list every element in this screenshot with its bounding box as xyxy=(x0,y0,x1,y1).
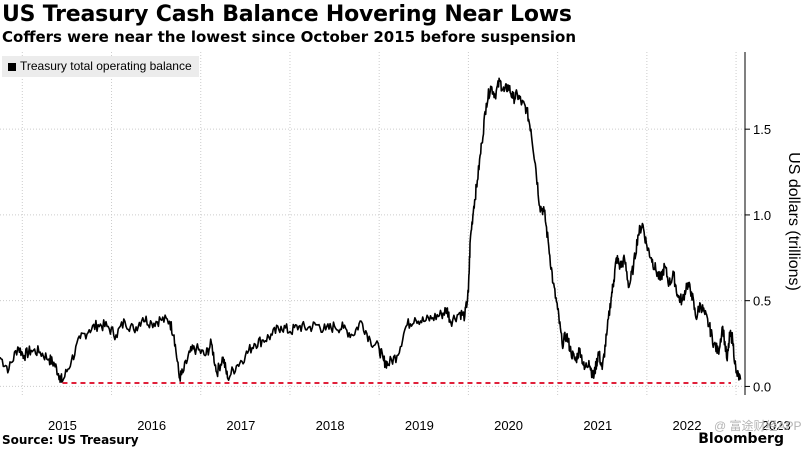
x-tick-label: 2019 xyxy=(405,418,434,433)
x-tick-label: 2015 xyxy=(48,418,77,433)
x-tick-label: 2016 xyxy=(137,418,166,433)
x-tick-label: 2022 xyxy=(673,418,702,433)
grid-lines xyxy=(0,52,745,395)
source-note: Source: US Treasury xyxy=(2,433,139,447)
y-axis-label: US dollars (trillions) xyxy=(785,152,802,291)
y-tick-label: 1.5 xyxy=(753,122,771,137)
x-tick-label: 2018 xyxy=(316,418,345,433)
watermark-text: @ 富途财经APP xyxy=(714,419,802,433)
legend-label: Treasury total operating balance xyxy=(20,59,192,73)
series-line-layer xyxy=(0,77,742,384)
x-tick-label: 2021 xyxy=(583,418,612,433)
x-tick-label: 2020 xyxy=(494,418,523,433)
axes: 0.0 0.5 1.0 1.5 2015 2016 2017 2018 2019 2020 2021… xyxy=(48,52,791,433)
legend: Treasury total operating balance xyxy=(2,56,199,77)
x-tick-label: 2017 xyxy=(226,418,255,433)
y-tick-label: 1.0 xyxy=(753,208,771,223)
chart-title: US Treasury Cash Balance Hovering Near L… xyxy=(2,2,572,27)
chart-subtitle: Coffers were near the lowest since Octob… xyxy=(2,28,577,46)
legend-swatch xyxy=(8,62,16,71)
series-line xyxy=(0,77,742,384)
bloomberg-logo: Bloomberg xyxy=(698,431,784,447)
x-tick-label: 2023 xyxy=(762,418,791,433)
y-tick-label: 0.0 xyxy=(753,379,771,394)
y-tick-label: 0.5 xyxy=(753,294,771,309)
